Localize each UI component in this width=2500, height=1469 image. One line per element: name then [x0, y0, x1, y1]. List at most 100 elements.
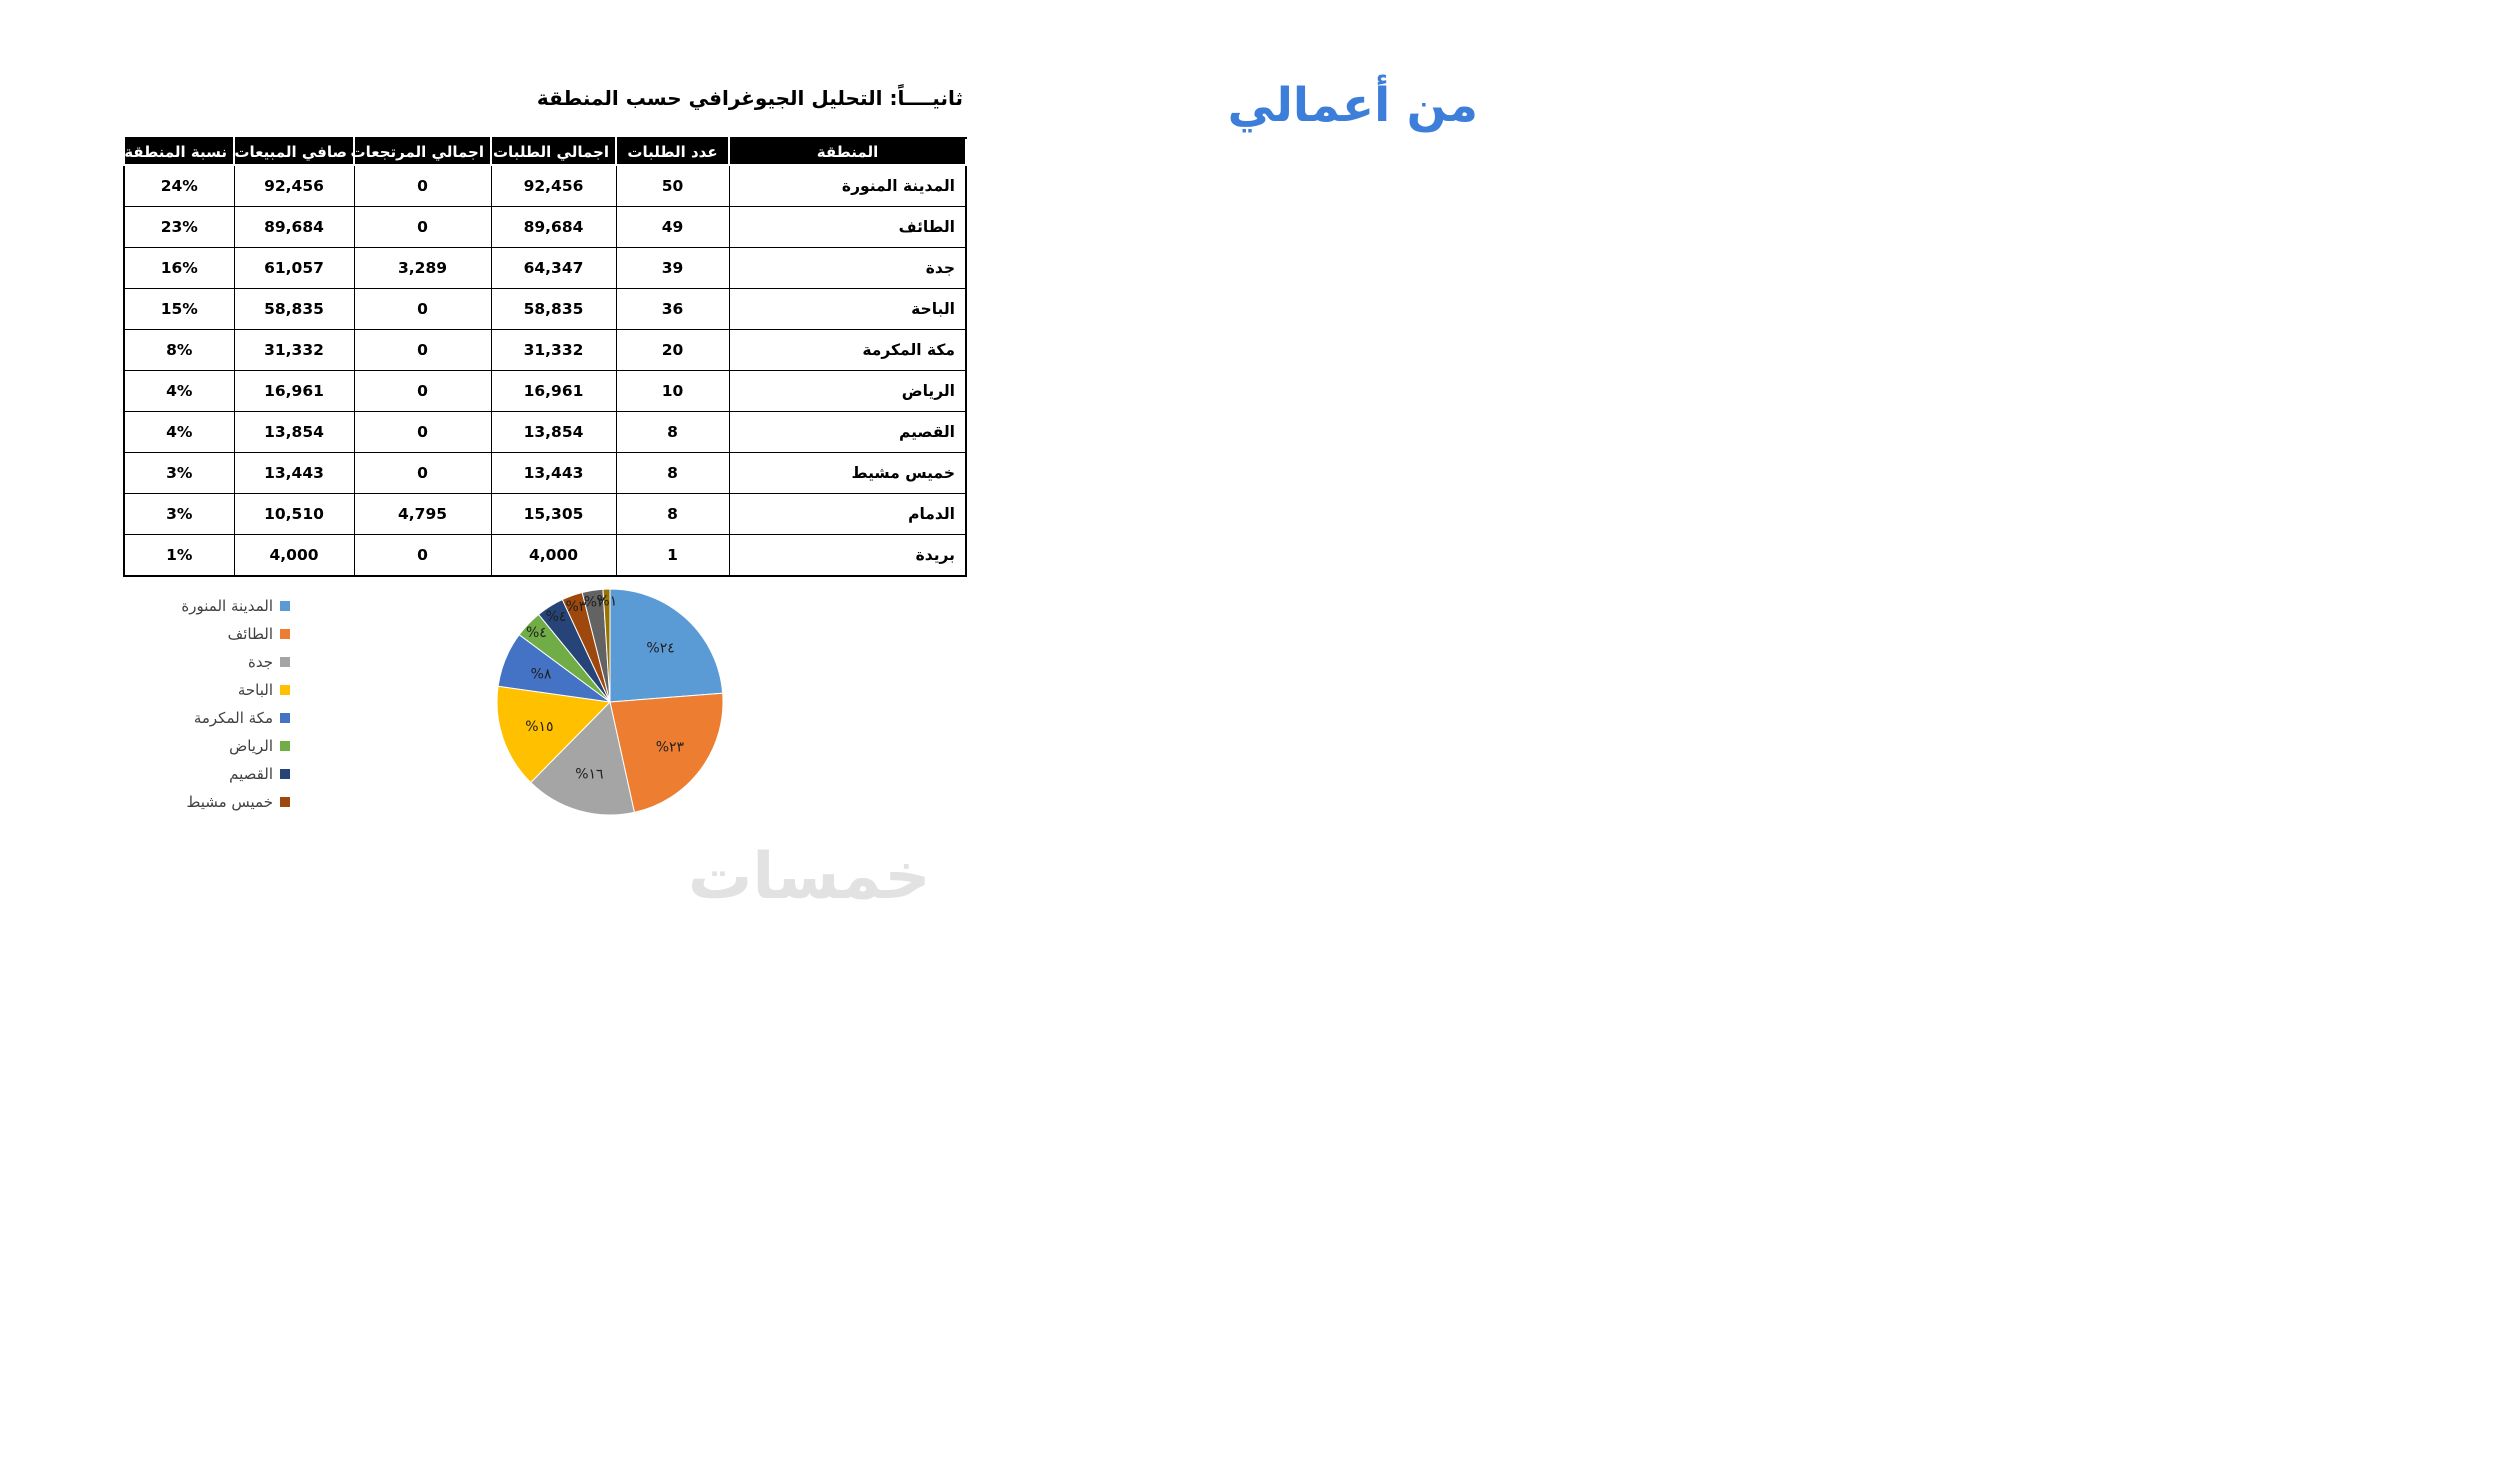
pie-slice-label: %١٥ — [525, 719, 553, 735]
value-cell: 16% — [123, 247, 235, 289]
value-cell: 8% — [123, 329, 235, 371]
region-name-cell: مكة المكرمة — [728, 329, 967, 371]
table-header-row: المنطقة عدد الطلبات اجمالي الطلبات اجمال… — [123, 137, 967, 166]
table-row: القصيم 8 13,854 0 13,854 4% — [123, 411, 967, 453]
value-cell: 92,456 — [233, 164, 355, 207]
value-cell: 58,835 — [233, 288, 355, 330]
table-row: مكة المكرمة 20 31,332 0 31,332 8% — [123, 329, 967, 371]
table-row: الرياض 10 16,961 0 16,961 4% — [123, 370, 967, 412]
pie-slice-label: %١ — [596, 593, 617, 609]
table-row: المدينة المنورة 50 92,456 0 92,456 24% — [123, 164, 967, 207]
region-name-cell: المدينة المنورة — [728, 164, 967, 207]
value-cell: 31,332 — [490, 329, 617, 371]
value-cell: 0 — [353, 288, 492, 330]
legend-item: خميس مشيط — [140, 788, 290, 816]
value-cell: 61,057 — [233, 247, 355, 289]
watermark: خمسات — [688, 840, 931, 914]
legend-label: المدينة المنورة — [181, 597, 273, 615]
region-pie-chart: %٢٤%٢٣%١٦%١٥%٨%٤%٤%٣%٣%١ — [496, 588, 724, 816]
legend-swatch — [280, 797, 290, 807]
table-row: خميس مشيط 8 13,443 0 13,443 3% — [123, 452, 967, 494]
legend-label: الرياض — [229, 737, 273, 755]
value-cell: 0 — [353, 370, 492, 412]
legend-label: الباحة — [237, 681, 273, 699]
legend-label: القصيم — [229, 765, 273, 783]
region-name-cell: جدة — [728, 247, 967, 289]
value-cell: 64,347 — [490, 247, 617, 289]
legend-swatch — [280, 713, 290, 723]
page-brand-heading: من أعمالي — [1227, 78, 1478, 133]
pie-slice — [602, 588, 611, 703]
value-cell: 49 — [615, 206, 730, 248]
value-cell: 0 — [353, 329, 492, 371]
value-cell: 0 — [353, 534, 492, 577]
table-row: جدة 39 64,347 3,289 61,057 16% — [123, 247, 967, 289]
value-cell: 3% — [123, 493, 235, 535]
value-cell: 4,795 — [353, 493, 492, 535]
value-cell: 0 — [353, 411, 492, 453]
value-cell: 4,000 — [233, 534, 355, 577]
header-region: المنطقة — [728, 137, 967, 166]
value-cell: 16,961 — [490, 370, 617, 412]
pie-slice-label: %٣ — [584, 595, 605, 611]
value-cell: 3% — [123, 452, 235, 494]
pie-slice — [530, 700, 636, 816]
value-cell: 0 — [353, 206, 492, 248]
region-name-cell: الطائف — [728, 206, 967, 248]
header-orders-count: عدد الطلبات — [615, 137, 730, 166]
header-region-share: نسبة المنطقة — [123, 137, 235, 166]
pie-slice-label: %٨ — [531, 667, 552, 683]
region-name-cell: الرياض — [728, 370, 967, 412]
value-cell: 4% — [123, 411, 235, 453]
legend-swatch — [280, 769, 290, 779]
value-cell: 4,000 — [490, 534, 617, 577]
pie-slice-label: %١٦ — [575, 767, 603, 783]
pie-slice-label: %٤ — [526, 625, 547, 641]
value-cell: 24% — [123, 164, 235, 207]
value-cell: 8 — [615, 411, 730, 453]
value-cell: 36 — [615, 288, 730, 330]
value-cell: 3,289 — [353, 247, 492, 289]
value-cell: 0 — [353, 452, 492, 494]
legend-swatch — [280, 685, 290, 695]
pie-slice — [609, 692, 724, 813]
value-cell: 10,510 — [233, 493, 355, 535]
legend-item: مكة المكرمة — [140, 704, 290, 732]
value-cell: 0 — [353, 164, 492, 207]
value-cell: 92,456 — [490, 164, 617, 207]
value-cell: 4% — [123, 370, 235, 412]
legend-swatch — [280, 741, 290, 751]
value-cell: 50 — [615, 164, 730, 207]
value-cell: 20 — [615, 329, 730, 371]
value-cell: 1% — [123, 534, 235, 577]
pie-slice-label: %٢٣ — [656, 739, 685, 755]
value-cell: 23% — [123, 206, 235, 248]
header-total-orders: اجمالي الطلبات — [490, 137, 617, 166]
region-analysis-table: المنطقة عدد الطلبات اجمالي الطلبات اجمال… — [123, 137, 967, 577]
legend-item: جدة — [140, 648, 290, 676]
value-cell: 58,835 — [490, 288, 617, 330]
legend-item: القصيم — [140, 760, 290, 788]
chart-legend: المدينة المنورة الطائف جدة الباحة مكة المكرم… — [140, 592, 290, 816]
value-cell: 89,684 — [233, 206, 355, 248]
value-cell: 13,854 — [233, 411, 355, 453]
value-cell: 13,443 — [490, 452, 617, 494]
pie-slice — [609, 588, 724, 703]
region-name-cell: بريدة — [728, 534, 967, 577]
table-row: بريدة 1 4,000 0 4,000 1% — [123, 534, 967, 577]
table-row: الباحة 36 58,835 0 58,835 15% — [123, 288, 967, 330]
header-net-sales: صافي المبيعات — [233, 137, 355, 166]
legend-label: مكة المكرمة — [193, 709, 273, 727]
value-cell: 15% — [123, 288, 235, 330]
legend-item: المدينة المنورة — [140, 592, 290, 620]
value-cell: 8 — [615, 452, 730, 494]
region-name-cell: خميس مشيط — [728, 452, 967, 494]
legend-item: الرياض — [140, 732, 290, 760]
pie-slice-label: %٣ — [565, 599, 586, 615]
region-name-cell: الدمام — [728, 493, 967, 535]
value-cell: 10 — [615, 370, 730, 412]
pie-slice — [496, 685, 612, 784]
legend-label: جدة — [247, 653, 273, 671]
legend-swatch — [280, 629, 290, 639]
value-cell: 13,854 — [490, 411, 617, 453]
